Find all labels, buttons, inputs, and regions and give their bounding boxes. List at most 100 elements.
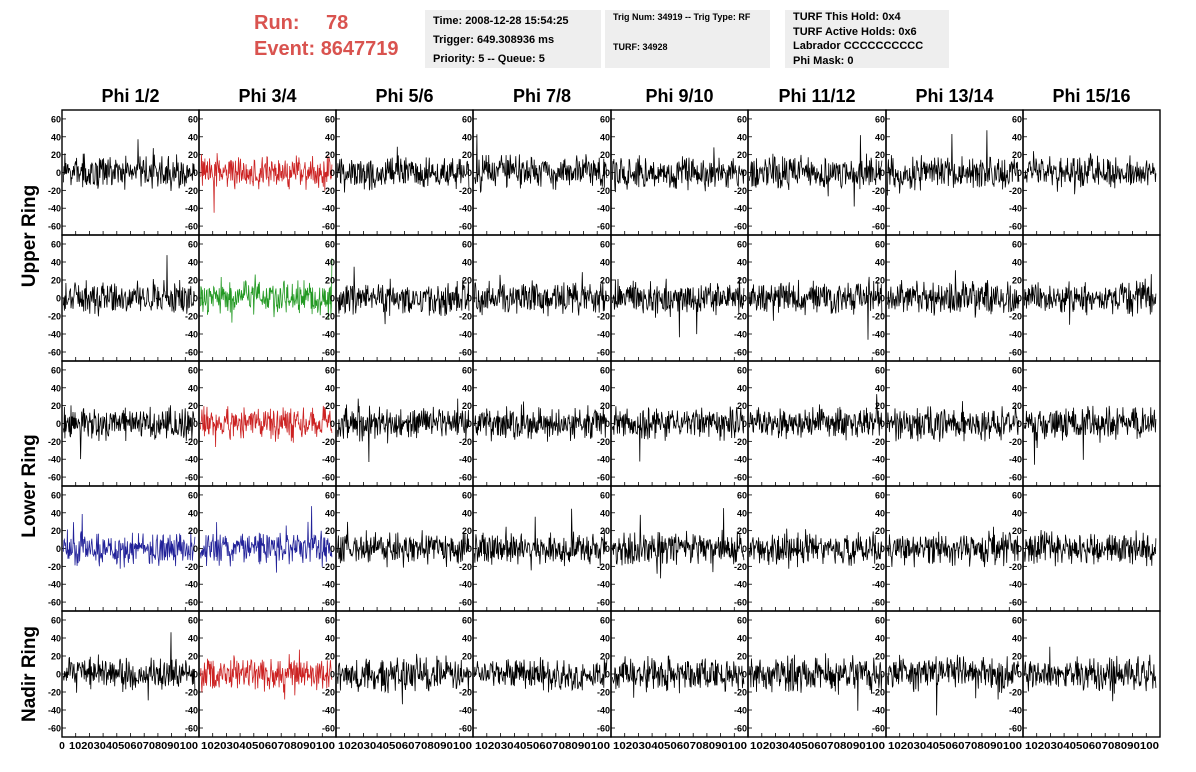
waveform-trace [474, 401, 608, 442]
y-tick-label: -40 [597, 580, 610, 590]
y-tick-label: 0 [605, 168, 610, 178]
y-tick-label: 40 [51, 132, 61, 142]
y-tick-label: 20 [875, 401, 885, 411]
waveform-trace [749, 276, 883, 340]
y-tick-label: -60 [322, 222, 335, 232]
y-tick-label: 0 [880, 544, 885, 554]
y-tick-label: -40 [48, 455, 61, 465]
y-tick-label: 20 [1012, 526, 1022, 536]
x-tick-label: 102030405060708090100 [201, 741, 335, 752]
waveform-trace [887, 526, 1019, 568]
waveform-panel: -60 -40 -20 0 20 40 60 [48, 610, 200, 738]
y-tick-label: -60 [872, 724, 885, 734]
y-tick-label: 60 [737, 240, 747, 250]
y-tick-label: 20 [737, 401, 747, 411]
y-tick-label: -20 [872, 312, 885, 322]
y-tick-label: 60 [51, 490, 61, 500]
y-tick-label: -60 [322, 473, 335, 483]
y-tick-label: -40 [185, 204, 198, 214]
y-tick-label: 20 [188, 401, 198, 411]
event-value: 8647719 [320, 38, 399, 60]
waveform-panel: -60 -40 -20 0 20 40 60 [459, 485, 612, 612]
waveform-panel: -60 -40 -20 0 20 40 60 [872, 360, 1024, 487]
y-tick-label: -20 [597, 688, 610, 698]
y-tick-label: 60 [875, 240, 885, 250]
column-title: Phi 15/16 [1052, 86, 1131, 106]
waveform-panel: -60 -40 -20 0 20 40 60 [322, 234, 474, 362]
waveform-panel: -60 -40 -20 0 20 40 60 [185, 360, 337, 487]
waveform-panel: -60 -40 -20 0 20 40 60 [872, 485, 1024, 612]
waveform-panel: -60 -40 -20 0 20 40 60 [48, 234, 200, 362]
y-tick-label: -40 [459, 580, 472, 590]
y-tick-label: 20 [325, 526, 335, 536]
y-tick-label: -60 [597, 724, 610, 734]
y-tick-label: -60 [459, 724, 472, 734]
y-tick-label: 40 [875, 132, 885, 142]
y-tick-label: -60 [872, 348, 885, 358]
y-tick-label: 0 [467, 294, 472, 304]
y-tick-label: 20 [737, 526, 747, 536]
y-tick-label: 60 [462, 240, 472, 250]
y-tick-label: -40 [734, 330, 747, 340]
y-tick-label: 60 [325, 114, 335, 124]
y-tick-label: 0 [330, 294, 335, 304]
waveform-panel: -60 -40 -20 0 20 40 60 [185, 234, 337, 362]
y-tick-label: 0 [880, 168, 885, 178]
y-tick-label: -20 [459, 437, 472, 447]
y-tick-label: 0 [193, 670, 198, 680]
y-tick-label: -20 [459, 312, 472, 322]
waveform-trace [612, 277, 745, 338]
y-tick-label: -60 [48, 724, 61, 734]
y-tick-label: -60 [185, 724, 198, 734]
y-tick-label: 20 [600, 150, 610, 160]
y-tick-label: 40 [875, 634, 885, 644]
y-tick-label: -40 [185, 706, 198, 716]
y-tick-label: 40 [1012, 258, 1022, 268]
y-tick-label: -20 [322, 186, 335, 196]
y-tick-label: 20 [51, 652, 61, 662]
waveform-panel: -60 -40 -20 0 20 40 60 [597, 109, 749, 236]
y-tick-label: -60 [872, 222, 885, 232]
run-value: 78 [326, 12, 349, 34]
waveform-trace [63, 139, 196, 192]
y-tick-label: 0 [1017, 544, 1022, 554]
y-tick-label: 20 [51, 276, 61, 286]
y-tick-label: -20 [48, 312, 61, 322]
event-label: Event: [254, 38, 316, 60]
waveform-panel: -60 -40 -20 0 20 40 60 [597, 234, 749, 362]
y-tick-label: 0 [742, 419, 747, 429]
y-tick-label: -40 [597, 204, 610, 214]
x-tick-label: 102030405060708090100 [475, 741, 610, 752]
labrador-line: Labrador CCCCCCCCCC [793, 40, 924, 52]
waveform-trace [474, 272, 608, 317]
y-tick-label: 20 [188, 150, 198, 160]
y-tick-label: 20 [462, 652, 472, 662]
y-tick-label: 40 [1012, 132, 1022, 142]
y-tick-label: -20 [459, 688, 472, 698]
y-tick-label: -20 [48, 688, 61, 698]
y-tick-label: -40 [459, 330, 472, 340]
y-tick-label: 40 [737, 508, 747, 518]
y-tick-label: 0 [193, 294, 198, 304]
waveform-panel: -60 -40 -20 0 20 40 60 [185, 485, 337, 612]
waveform-panel: -60 -40 -20 0 20 40 60 [734, 234, 887, 362]
x-tick-label: 102030405060708090100 [613, 741, 747, 752]
y-tick-label: -60 [734, 724, 747, 734]
y-tick-label: 60 [51, 365, 61, 375]
y-tick-label: -40 [322, 204, 335, 214]
phi-mask-line: Phi Mask: 0 [793, 54, 854, 67]
y-tick-label: -20 [48, 562, 61, 572]
y-tick-label: -60 [48, 598, 61, 608]
waveform-panel: -60 -40 -20 0 20 40 60 [459, 109, 612, 236]
waveform-trace [200, 649, 333, 700]
y-tick-label: 20 [51, 526, 61, 536]
y-tick-label: 20 [600, 401, 610, 411]
y-tick-label: 40 [188, 383, 198, 393]
y-tick-label: 40 [600, 508, 610, 518]
y-tick-label: 60 [325, 490, 335, 500]
y-tick-label: 0 [1017, 670, 1022, 680]
y-tick-label: -40 [48, 706, 61, 716]
y-tick-label: 60 [188, 114, 198, 124]
y-tick-label: 0 [56, 294, 61, 304]
waveform-trace [200, 258, 333, 323]
